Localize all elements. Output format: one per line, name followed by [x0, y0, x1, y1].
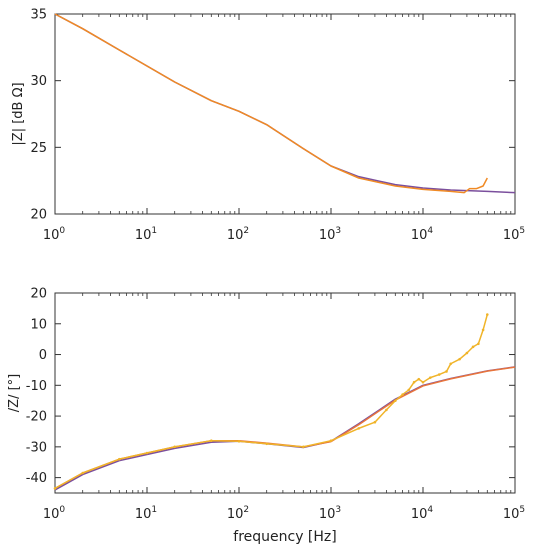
y-axis-label: |Z| [dB Ω] [11, 82, 26, 145]
series-line-3 [54, 314, 489, 490]
y-tick-label: -30 [26, 440, 47, 455]
x-tick-label: 101 [135, 505, 157, 522]
chart-panel-1: 100 101 102 103 104 105 20 25 30 35 |Z| [dB Ω] [11, 8, 525, 244]
data-point [486, 313, 489, 316]
data-point [145, 451, 149, 455]
data-point [118, 457, 121, 461]
data-point [407, 388, 411, 392]
data-point [210, 439, 213, 442]
data-point [81, 471, 84, 475]
data-point [477, 342, 480, 346]
data-point [465, 351, 469, 355]
data-point [53, 487, 57, 490]
x-tick-label: 104 [411, 505, 434, 522]
series-line-2 [54, 366, 516, 490]
y-tick-label: 10 [30, 317, 47, 332]
y-tick-label: 0 [39, 348, 47, 363]
data-point [302, 445, 305, 449]
x-tick-label: 103 [319, 226, 341, 243]
y-tick-label: 25 [30, 141, 47, 156]
y-tick-label: -10 [26, 379, 47, 394]
data-point [471, 345, 475, 349]
data-point [385, 408, 388, 412]
data-point [481, 328, 485, 332]
data-point [417, 377, 421, 381]
x-tick-label: 104 [411, 226, 434, 243]
series-line-2 [54, 13, 488, 194]
data-point [437, 373, 441, 376]
series-line-1 [54, 13, 516, 194]
y-axis-label: /Z/ [°] [7, 374, 22, 412]
x-tick-label: 100 [43, 226, 66, 243]
y-tick-label: 30 [30, 74, 47, 89]
data-point [458, 357, 461, 361]
data-point [173, 445, 176, 449]
x-tick-label: 102 [227, 505, 249, 522]
y-tick-label: 35 [30, 8, 47, 23]
data-point [428, 376, 432, 379]
x-axis-label: frequency [Hz] [233, 529, 336, 545]
plot-frame [54, 292, 516, 494]
data-point [357, 427, 360, 430]
data-point [329, 439, 333, 442]
series-line-1 [54, 366, 516, 491]
data-point [445, 370, 448, 373]
x-tick-label: 100 [43, 505, 66, 522]
y-tick-label: -40 [26, 471, 47, 486]
chart-panel-2: 100 101 102 103 104 105 -40 -30 -20 -10 0 10 20/Z/ [… [7, 287, 525, 546]
plot-frame [54, 13, 516, 215]
x-tick-label: 102 [227, 226, 249, 243]
x-tick-label: 105 [503, 226, 525, 243]
x-tick-label: 105 [503, 505, 525, 522]
y-tick-label: 20 [30, 287, 47, 302]
data-point [412, 380, 416, 384]
data-point [401, 393, 404, 396]
x-tick-label: 103 [319, 505, 341, 522]
data-point [449, 362, 452, 366]
y-tick-label: -20 [26, 410, 47, 425]
y-tick-label: 20 [30, 208, 47, 223]
data-point [421, 380, 425, 384]
data-point [265, 442, 268, 446]
data-point [394, 399, 397, 402]
data-point [373, 420, 377, 424]
x-tick-label: 101 [135, 226, 157, 243]
data-point [237, 440, 241, 443]
